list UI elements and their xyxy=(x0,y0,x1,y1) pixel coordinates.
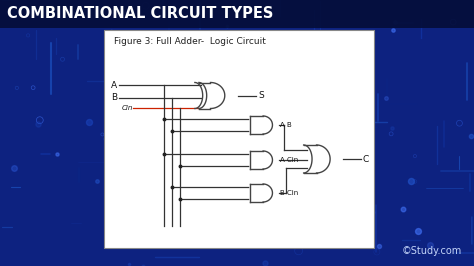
Text: COMBINATIONAL CIRCUIT TYPES: COMBINATIONAL CIRCUIT TYPES xyxy=(7,6,273,22)
Text: ©Study.com: ©Study.com xyxy=(402,246,462,256)
Polygon shape xyxy=(250,151,273,169)
Text: A B: A B xyxy=(280,122,292,128)
Bar xyxy=(0,0,474,28)
Polygon shape xyxy=(199,82,225,109)
Text: B: B xyxy=(111,94,117,102)
Text: Cin: Cin xyxy=(122,105,133,111)
Text: S: S xyxy=(258,91,264,100)
Text: A Cin: A Cin xyxy=(280,157,298,163)
Polygon shape xyxy=(250,184,273,202)
Text: C: C xyxy=(363,155,369,164)
Polygon shape xyxy=(304,145,330,173)
Polygon shape xyxy=(195,82,207,109)
Polygon shape xyxy=(250,116,273,134)
Text: Figure 3: Full Adder-  Logic Circuit: Figure 3: Full Adder- Logic Circuit xyxy=(114,37,266,46)
Text: A: A xyxy=(111,81,117,89)
Text: B Cin: B Cin xyxy=(280,190,298,196)
Bar xyxy=(104,30,374,248)
